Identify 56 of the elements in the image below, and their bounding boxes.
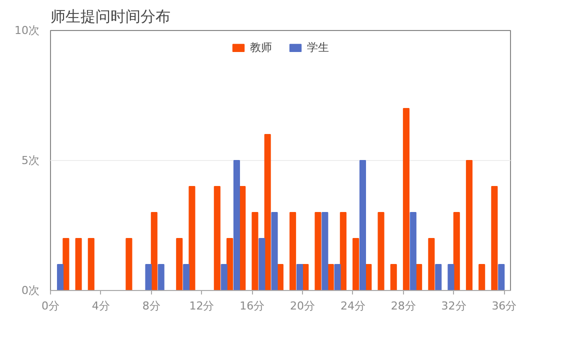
bar xyxy=(491,186,498,290)
bar xyxy=(56,264,64,290)
bar xyxy=(252,212,258,290)
bar xyxy=(378,212,384,290)
bar xyxy=(296,264,303,290)
bar xyxy=(145,264,152,290)
bar xyxy=(327,264,334,290)
x-tick-label: 36分 xyxy=(492,300,517,312)
bar xyxy=(258,238,266,290)
bar xyxy=(478,264,486,290)
x-tick-label: 32分 xyxy=(441,300,466,312)
bar xyxy=(340,212,346,290)
bar xyxy=(498,264,505,290)
bar xyxy=(188,186,196,290)
bar xyxy=(183,264,190,290)
x-tick-label: 12分 xyxy=(189,300,214,312)
bar xyxy=(176,238,183,290)
bar xyxy=(448,264,454,290)
y-tick-label: 10次 xyxy=(14,24,40,37)
x-tick-label: 4分 xyxy=(92,300,110,312)
bar xyxy=(359,160,366,290)
x-tick-label: 16分 xyxy=(240,300,265,312)
bar xyxy=(466,160,473,290)
bar xyxy=(352,238,360,290)
x-tick-label: 28分 xyxy=(390,300,416,312)
bar xyxy=(226,238,234,290)
y-tick-label: 5次 xyxy=(22,154,40,167)
bar xyxy=(314,212,322,290)
bar xyxy=(126,238,132,290)
x-tick-label: 24分 xyxy=(340,300,366,312)
bar xyxy=(435,264,442,290)
bar xyxy=(158,264,164,290)
bar xyxy=(453,212,460,290)
bar xyxy=(410,212,416,290)
bar xyxy=(428,238,435,290)
bar xyxy=(264,134,271,290)
y-tick-label: 0次 xyxy=(22,284,40,297)
bar xyxy=(220,264,228,290)
x-tick-label: 20分 xyxy=(290,300,316,312)
bar xyxy=(88,238,94,290)
bar xyxy=(233,160,240,290)
bar xyxy=(75,238,82,290)
bar xyxy=(334,264,341,290)
bar xyxy=(390,264,397,290)
bar xyxy=(214,186,220,290)
bar xyxy=(322,212,328,290)
chart-title: 师生提问时间分布 xyxy=(50,8,170,26)
bar xyxy=(62,238,70,290)
bar xyxy=(271,212,278,290)
x-tick-label: 8分 xyxy=(142,300,160,312)
bar xyxy=(402,108,410,290)
legend-label: 教师 xyxy=(250,40,272,55)
x-tick-label: 0分 xyxy=(42,300,60,312)
bar xyxy=(150,212,158,290)
legend-label: 学生 xyxy=(307,40,329,55)
bar xyxy=(290,212,296,290)
